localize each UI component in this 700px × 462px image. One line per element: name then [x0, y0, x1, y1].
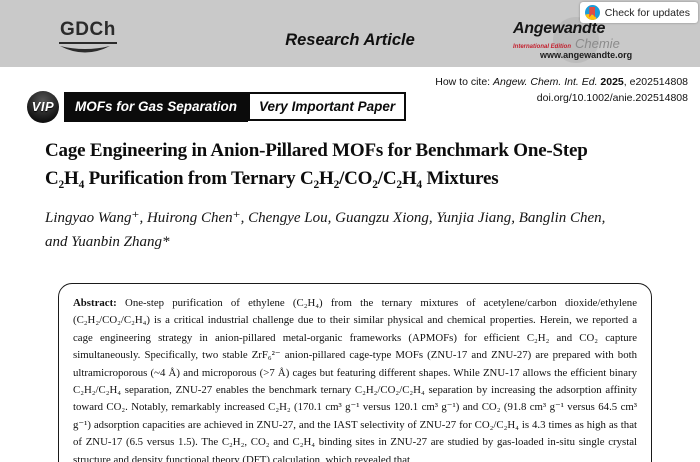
citation-prefix: How to cite: — [435, 76, 494, 88]
gdch-logo-text: GDCh — [59, 19, 117, 44]
angewandte-name: Angewandte — [513, 20, 606, 37]
abstract-box: Abstract: One-step purification of ethyl… — [58, 283, 652, 462]
vip-banner: VIP MOFs for Gas Separation Very Importa… — [27, 90, 407, 123]
section-label: Research Article — [285, 31, 415, 49]
angewandte-url: www.angewandte.org — [540, 50, 633, 60]
crossmark-bookmark-icon — [589, 7, 596, 18]
author-list: Lingyao Wang⁺, Huirong Chen⁺, Chengye Lo… — [45, 206, 605, 254]
author-list-line1: Lingyao Wang⁺, Huirong Chen⁺, Chengye Lo… — [45, 210, 606, 226]
abstract-body: One-step purification of ethylene (C₂H₄)… — [73, 297, 637, 462]
citation-doi: doi.org/10.1002/anie.202514808 — [536, 91, 688, 104]
citation-block: How to cite: Angew. Chem. Int. Ed. 2025,… — [435, 75, 688, 107]
author-list-line2: and Yuanbin Zhang* — [45, 234, 170, 250]
journal-header: GDCh Research Article Angewandte Interna… — [0, 0, 700, 67]
topic-banner: MOFs for Gas Separation — [64, 91, 249, 122]
abstract-text: Abstract: One-step purification of ethyl… — [73, 295, 637, 462]
citation-line: How to cite: Angew. Chem. Int. Ed. 2025,… — [435, 75, 688, 91]
very-important-paper-tag: Very Important Paper — [248, 92, 407, 121]
angewandte-edition-label: International Edition — [513, 44, 571, 50]
angewandte-chemie-label: Chemie — [575, 36, 620, 51]
citation-year: 2025 — [600, 76, 624, 88]
angewandte-logo: Angewandte International Edition Chemie … — [513, 17, 673, 63]
check-for-updates-label: Check for updates — [604, 6, 690, 19]
gdch-logo: GDCh — [59, 19, 117, 57]
abstract-label: Abstract: — [73, 297, 117, 309]
check-for-updates-button[interactable]: Check for updates — [579, 2, 698, 23]
citation-article-id: , e202514808 — [623, 76, 688, 88]
article-title-line2: C₂H₄ Purification from Ternary C₂H₂/CO₂/… — [45, 168, 499, 189]
article-title-line1: Cage Engineering in Anion-Pillared MOFs … — [45, 140, 588, 161]
citation-journal: Angew. Chem. Int. Ed. — [493, 76, 601, 88]
article-title: Cage Engineering in Anion-Pillared MOFs … — [45, 137, 588, 193]
crossmark-icon — [584, 5, 600, 20]
angewandte-logo-circle — [553, 17, 599, 63]
vip-badge: VIP — [27, 90, 59, 123]
gdch-logo-arc — [60, 46, 110, 53]
